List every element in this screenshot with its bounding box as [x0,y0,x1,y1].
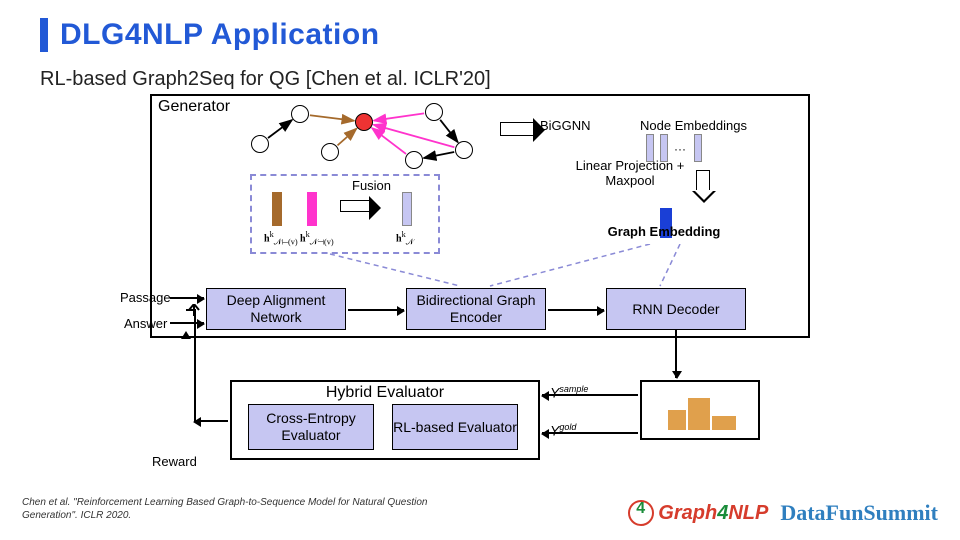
sample-bar-1 [668,410,686,430]
graph-edges [120,94,840,194]
datafun-logo: DataFunSummit [780,500,938,526]
hybrid-label: Hybrid Evaluator [232,384,538,402]
ysample-label: Ysample [550,384,588,401]
node-embeddings-label: Node Embeddings [640,118,747,133]
fusion-bar-pink [307,192,317,226]
fusion-box: hk𝒩⊢(v) hk𝒩⊣(v) hk𝒩 [250,174,440,254]
citation: Chen et al. "Reinforcement Learning Base… [22,496,442,522]
cross-entropy-evaluator: Cross-Entropy Evaluator [248,404,374,450]
slide-title: DLG4NLP Application [60,18,380,52]
arrow-dan-bge [348,309,404,311]
reward-corner [186,309,194,311]
fusion-label: Fusion [352,178,391,193]
slide-subtitle: RL-based Graph2Seq for QG [Chen et al. I… [40,68,491,91]
biggnn-label: BiGGNN [540,118,591,133]
linproj-label: Linear Projection + Maxpool [560,158,700,188]
arrow-bge-rnn [548,309,604,311]
deep-alignment-network: Deep Alignment Network [206,288,346,330]
footer-logos: Graph4NLP DataFunSummit [628,500,938,526]
arrow-rnn-out [675,330,677,378]
arrow-reward-up-head [186,304,206,318]
arrow-answer [170,322,204,324]
rnn-decoder: RNN Decoder [606,288,746,330]
answer-label: Answer [124,316,167,331]
arrow-reward-up-seg [194,309,196,420]
graph4nlp-icon [628,500,654,526]
graph4nlp-logo: Graph4NLP [628,500,768,526]
biggnn-arrow [500,122,534,136]
graph-node [455,141,473,159]
sample-bar-3 [712,416,736,430]
emb-dots: ··· [674,142,686,156]
graph-node [251,135,269,153]
sample-bar-2 [688,398,710,430]
fusion-bar-brown [272,192,282,226]
slide-title-bar: DLG4NLP Application [40,18,380,52]
architecture-diagram: Generator hk𝒩⊢(v) hk𝒩⊣(v) hk𝒩 Fusion BiG… [120,94,840,474]
fusion-bar-lilac [402,192,412,226]
dashed-connectors [150,244,810,294]
graph-node [291,105,309,123]
reward-label: Reward [152,454,197,469]
bidirectional-graph-encoder: Bidirectional Graph Encoder [406,288,546,330]
graph-node [321,143,339,161]
title-accent-bar [40,18,48,52]
graph-node [425,103,443,121]
fusion-arrow [340,200,370,212]
arrow-passage [170,297,204,299]
rl-based-evaluator: RL-based Evaluator [392,404,518,450]
sample-output-box [640,380,760,440]
graph-emb-label: Graph Embedding [604,224,724,239]
ygold-label: Ygold [550,422,576,439]
arrow-reward-out [194,420,228,422]
passage-label: Passage [120,290,171,305]
graph-node [405,151,423,169]
graph-node [355,113,373,131]
